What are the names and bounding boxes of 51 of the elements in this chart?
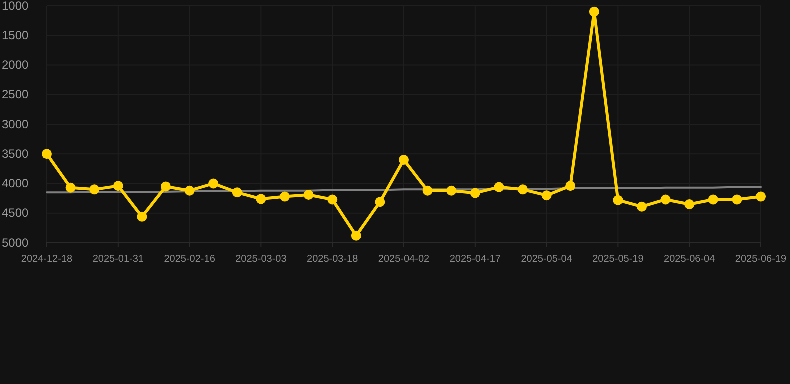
x-tick-label: 2024-12-18 xyxy=(21,254,74,266)
y-tick-label: 2500 xyxy=(2,88,30,102)
point xyxy=(304,190,314,200)
point xyxy=(684,199,695,210)
point xyxy=(90,184,100,195)
point xyxy=(399,155,409,166)
point xyxy=(256,194,266,204)
y-tick-label: 4000 xyxy=(2,176,30,191)
x-tick-label: 2025-03-03 xyxy=(236,254,288,266)
point xyxy=(280,192,290,202)
y-tick-label: 5000 xyxy=(2,236,30,250)
point xyxy=(494,182,504,192)
y-tick-label: 1500 xyxy=(2,28,30,42)
point xyxy=(708,194,718,205)
point xyxy=(351,230,362,241)
point xyxy=(637,202,647,212)
point xyxy=(208,178,219,189)
point xyxy=(566,181,576,192)
point xyxy=(589,6,600,17)
y-tick-label: 1000 xyxy=(2,0,30,13)
point xyxy=(328,194,338,205)
point xyxy=(542,190,552,201)
y-tick-label: 3500 xyxy=(2,146,30,161)
point xyxy=(732,194,742,205)
x-tick-label: 2025-05-04 xyxy=(521,254,573,266)
point xyxy=(137,212,148,222)
point xyxy=(422,186,433,196)
point xyxy=(375,197,386,208)
point xyxy=(184,186,195,196)
x-tick-label: 2025-03-18 xyxy=(307,254,359,266)
x-tick-label: 2025-04-02 xyxy=(378,254,430,266)
point xyxy=(613,195,624,206)
point xyxy=(66,182,76,193)
y-tick-label: 4500 xyxy=(2,206,30,220)
x-tick-label: 2025-01-31 xyxy=(92,254,144,266)
x-tick-label: 2025-06-19 xyxy=(735,254,788,266)
point xyxy=(660,194,671,205)
point xyxy=(232,188,242,198)
x-tick-label: 2025-02-16 xyxy=(164,254,216,266)
y-tick-label: 2000 xyxy=(2,58,30,72)
point xyxy=(756,192,766,202)
point xyxy=(113,181,124,192)
point xyxy=(42,149,52,160)
point xyxy=(518,184,528,195)
point xyxy=(161,182,171,192)
y-tick-label: 3000 xyxy=(2,117,30,132)
point xyxy=(446,186,457,196)
x-tick-label: 2025-05-19 xyxy=(592,254,644,266)
x-tick-label: 2025-04-17 xyxy=(450,254,502,266)
point xyxy=(470,188,480,198)
x-tick-label: 2025-06-04 xyxy=(664,254,716,266)
